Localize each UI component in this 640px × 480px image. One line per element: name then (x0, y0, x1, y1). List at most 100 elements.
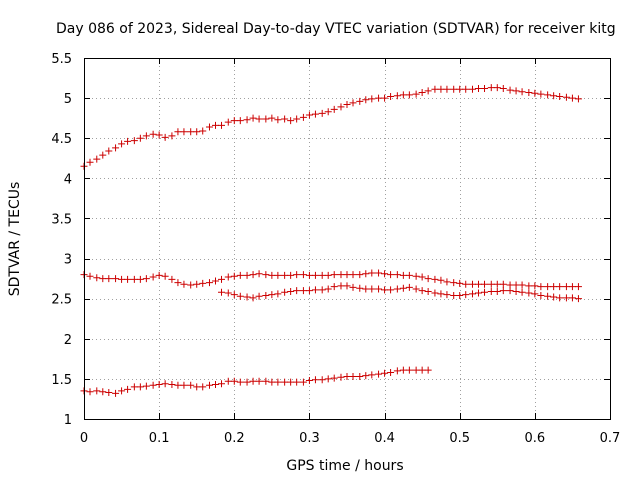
data-point (130, 383, 138, 391)
data-point (375, 370, 383, 378)
data-point (93, 155, 101, 163)
data-point (155, 381, 163, 389)
data-point (431, 289, 439, 297)
data-point (405, 271, 413, 279)
data-point (199, 127, 207, 135)
data-point (161, 133, 169, 141)
data-point (337, 103, 345, 111)
data-point (381, 94, 389, 102)
data-point (424, 287, 432, 295)
data-point (450, 279, 458, 287)
data-point (399, 271, 407, 279)
x-tick-label: 0.3 (299, 431, 320, 446)
data-point (205, 279, 213, 287)
data-point (124, 275, 132, 283)
data-point (405, 366, 413, 374)
data-point (381, 270, 389, 278)
data-point (330, 283, 338, 291)
data-point (568, 294, 576, 302)
data-point (311, 376, 319, 384)
data-point (230, 377, 238, 385)
data-point (142, 275, 150, 283)
series-track-middle-upper (80, 269, 582, 291)
data-point (556, 93, 564, 101)
data-point (493, 287, 501, 295)
chart-title: Day 086 of 2023, Sidereal Day-to-day VTE… (56, 21, 616, 37)
data-point (281, 378, 289, 386)
data-point (337, 282, 345, 290)
data-point (274, 378, 282, 386)
data-point (149, 130, 157, 138)
data-point (481, 288, 489, 296)
data-point (337, 373, 345, 381)
data-point (124, 385, 132, 393)
data-point (255, 377, 263, 385)
data-point (262, 271, 270, 279)
data-point (293, 287, 301, 295)
data-point (468, 85, 476, 93)
data-point (255, 115, 263, 123)
y-tick-label: 4.5 (51, 132, 72, 147)
data-point (155, 131, 163, 139)
data-point (562, 294, 570, 302)
data-point (443, 291, 451, 299)
data-point (112, 275, 120, 283)
data-point (568, 283, 576, 291)
data-point (537, 90, 545, 98)
data-point (468, 290, 476, 298)
data-point (443, 278, 451, 286)
data-point (387, 368, 395, 376)
data-point (218, 121, 226, 129)
data-point (468, 280, 476, 288)
data-point (324, 285, 332, 293)
data-point (456, 85, 464, 93)
data-point (205, 123, 213, 131)
data-point (193, 280, 201, 288)
data-point (299, 378, 307, 386)
data-point (262, 377, 270, 385)
data-point (356, 97, 364, 105)
data-point (287, 271, 295, 279)
data-point (343, 101, 351, 109)
data-point (375, 285, 383, 293)
data-point (487, 287, 495, 295)
data-point (381, 286, 389, 294)
data-point (268, 114, 276, 122)
data-point (293, 271, 301, 279)
data-point (305, 376, 313, 384)
data-point (537, 291, 545, 299)
data-point (499, 280, 507, 288)
data-point (118, 387, 126, 395)
data-point (556, 283, 564, 291)
data-point (443, 85, 451, 93)
data-point (249, 294, 257, 302)
data-point (281, 288, 289, 296)
data-point (437, 85, 445, 93)
data-point (493, 280, 501, 288)
data-point (199, 383, 207, 391)
data-point (412, 366, 420, 374)
data-point (375, 269, 383, 277)
data-point (568, 94, 576, 102)
data-point (381, 369, 389, 377)
data-markers (80, 84, 582, 397)
data-point (93, 274, 101, 282)
data-point (193, 383, 201, 391)
data-point (249, 271, 257, 279)
data-point (112, 389, 120, 397)
data-point (356, 372, 364, 380)
y-tick-label: 4 (64, 172, 72, 187)
data-point (518, 288, 526, 296)
x-tick-label: 0.6 (525, 431, 546, 446)
data-point (362, 270, 370, 278)
data-point (187, 128, 195, 136)
axis-ticks (84, 58, 611, 420)
data-point (212, 277, 219, 285)
data-point (311, 110, 319, 118)
data-point (199, 279, 207, 287)
data-point (118, 140, 126, 148)
data-point (525, 88, 533, 96)
data-point (99, 275, 107, 283)
data-point (249, 114, 257, 122)
data-point (424, 275, 432, 283)
